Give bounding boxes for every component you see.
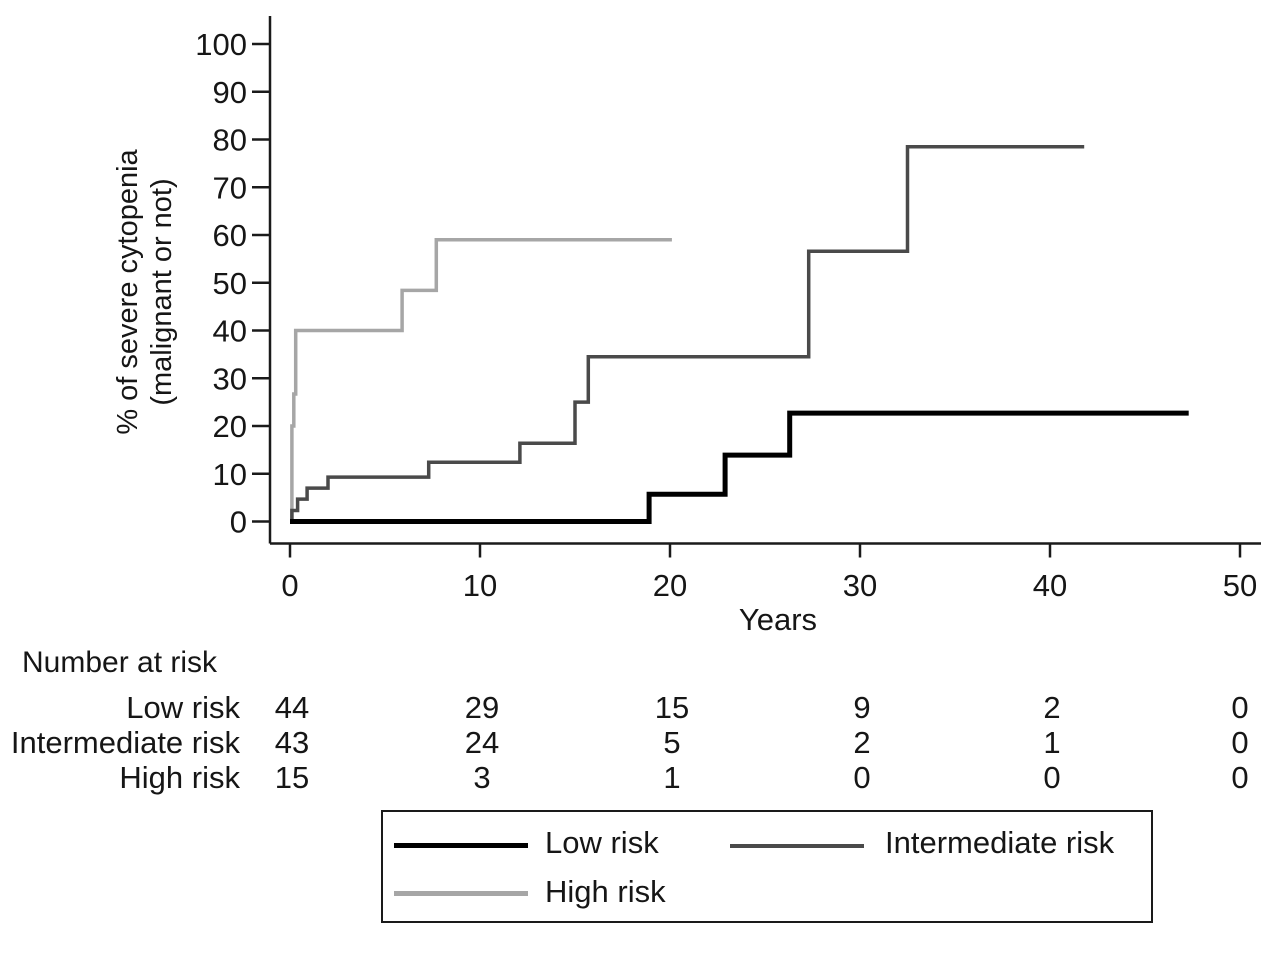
risk-row-label: Intermediate risk: [10, 725, 240, 760]
y-tick-label: 10: [213, 457, 247, 492]
risk-count: 0: [1043, 760, 1061, 795]
risk-table-heading: Number at risk: [22, 646, 218, 679]
risk-count: 1: [663, 760, 681, 795]
y-tick-label: 30: [213, 361, 247, 396]
risk-count: 5: [663, 725, 681, 760]
x-tick-label: 30: [843, 568, 877, 603]
risk-count: 0: [853, 760, 871, 795]
legend: Low risk Intermediate risk High risk: [381, 810, 1153, 923]
x-axis-label: Years: [738, 602, 818, 637]
legend-label-intermediate-risk: Intermediate risk: [885, 825, 1115, 860]
legend-label-high-risk: High risk: [545, 874, 666, 909]
series-curve-low-risk: [290, 410, 1189, 524]
y-axis-label-line2: (malignant or not): [146, 178, 178, 406]
y-tick-label: 50: [213, 266, 247, 301]
y-axis-label-line1: % of severe cytopenia: [112, 149, 144, 435]
risk-count: 15: [654, 690, 690, 725]
risk-count: 44: [274, 690, 310, 725]
risk-count: 0: [1231, 760, 1249, 795]
series-curve-intermediate-risk: [290, 144, 1085, 524]
legend-swatch-low-risk: [394, 843, 528, 848]
risk-row-label: High risk: [119, 760, 240, 795]
legend-label-low-risk: Low risk: [545, 825, 659, 860]
x-tick-label: 0: [281, 568, 298, 603]
y-tick-label: 90: [213, 75, 247, 110]
risk-count: 15: [274, 760, 310, 795]
y-tick-label: 40: [213, 314, 247, 349]
x-tick-label: 20: [653, 568, 687, 603]
risk-count: 1: [1043, 725, 1061, 760]
risk-count: 9: [853, 690, 871, 725]
risk-count: 3: [473, 760, 491, 795]
risk-count: 24: [464, 725, 500, 760]
risk-count: 2: [1043, 690, 1061, 725]
x-tick-label: 50: [1223, 568, 1257, 603]
legend-swatch-high-risk: [394, 891, 528, 896]
series-curve-high-risk: [290, 238, 672, 524]
risk-count: 2: [853, 725, 871, 760]
risk-row-label: Low risk: [126, 690, 240, 725]
legend-swatch-intermediate-risk: [730, 844, 864, 848]
risk-count: 0: [1231, 690, 1249, 725]
risk-count: 0: [1231, 725, 1249, 760]
y-tick-label: 20: [213, 409, 247, 444]
y-tick-label: 70: [213, 170, 247, 205]
risk-count: 29: [464, 690, 500, 725]
y-tick-label: 80: [213, 123, 247, 158]
risk-count: 43: [274, 725, 310, 760]
y-axis-label: % of severe cytopenia (malignant or not): [111, 42, 179, 542]
y-tick-label: 100: [195, 27, 247, 62]
y-tick-label: 0: [230, 505, 247, 540]
x-tick-label: 10: [463, 568, 497, 603]
y-tick-label: 60: [213, 218, 247, 253]
x-tick-label: 40: [1033, 568, 1067, 603]
